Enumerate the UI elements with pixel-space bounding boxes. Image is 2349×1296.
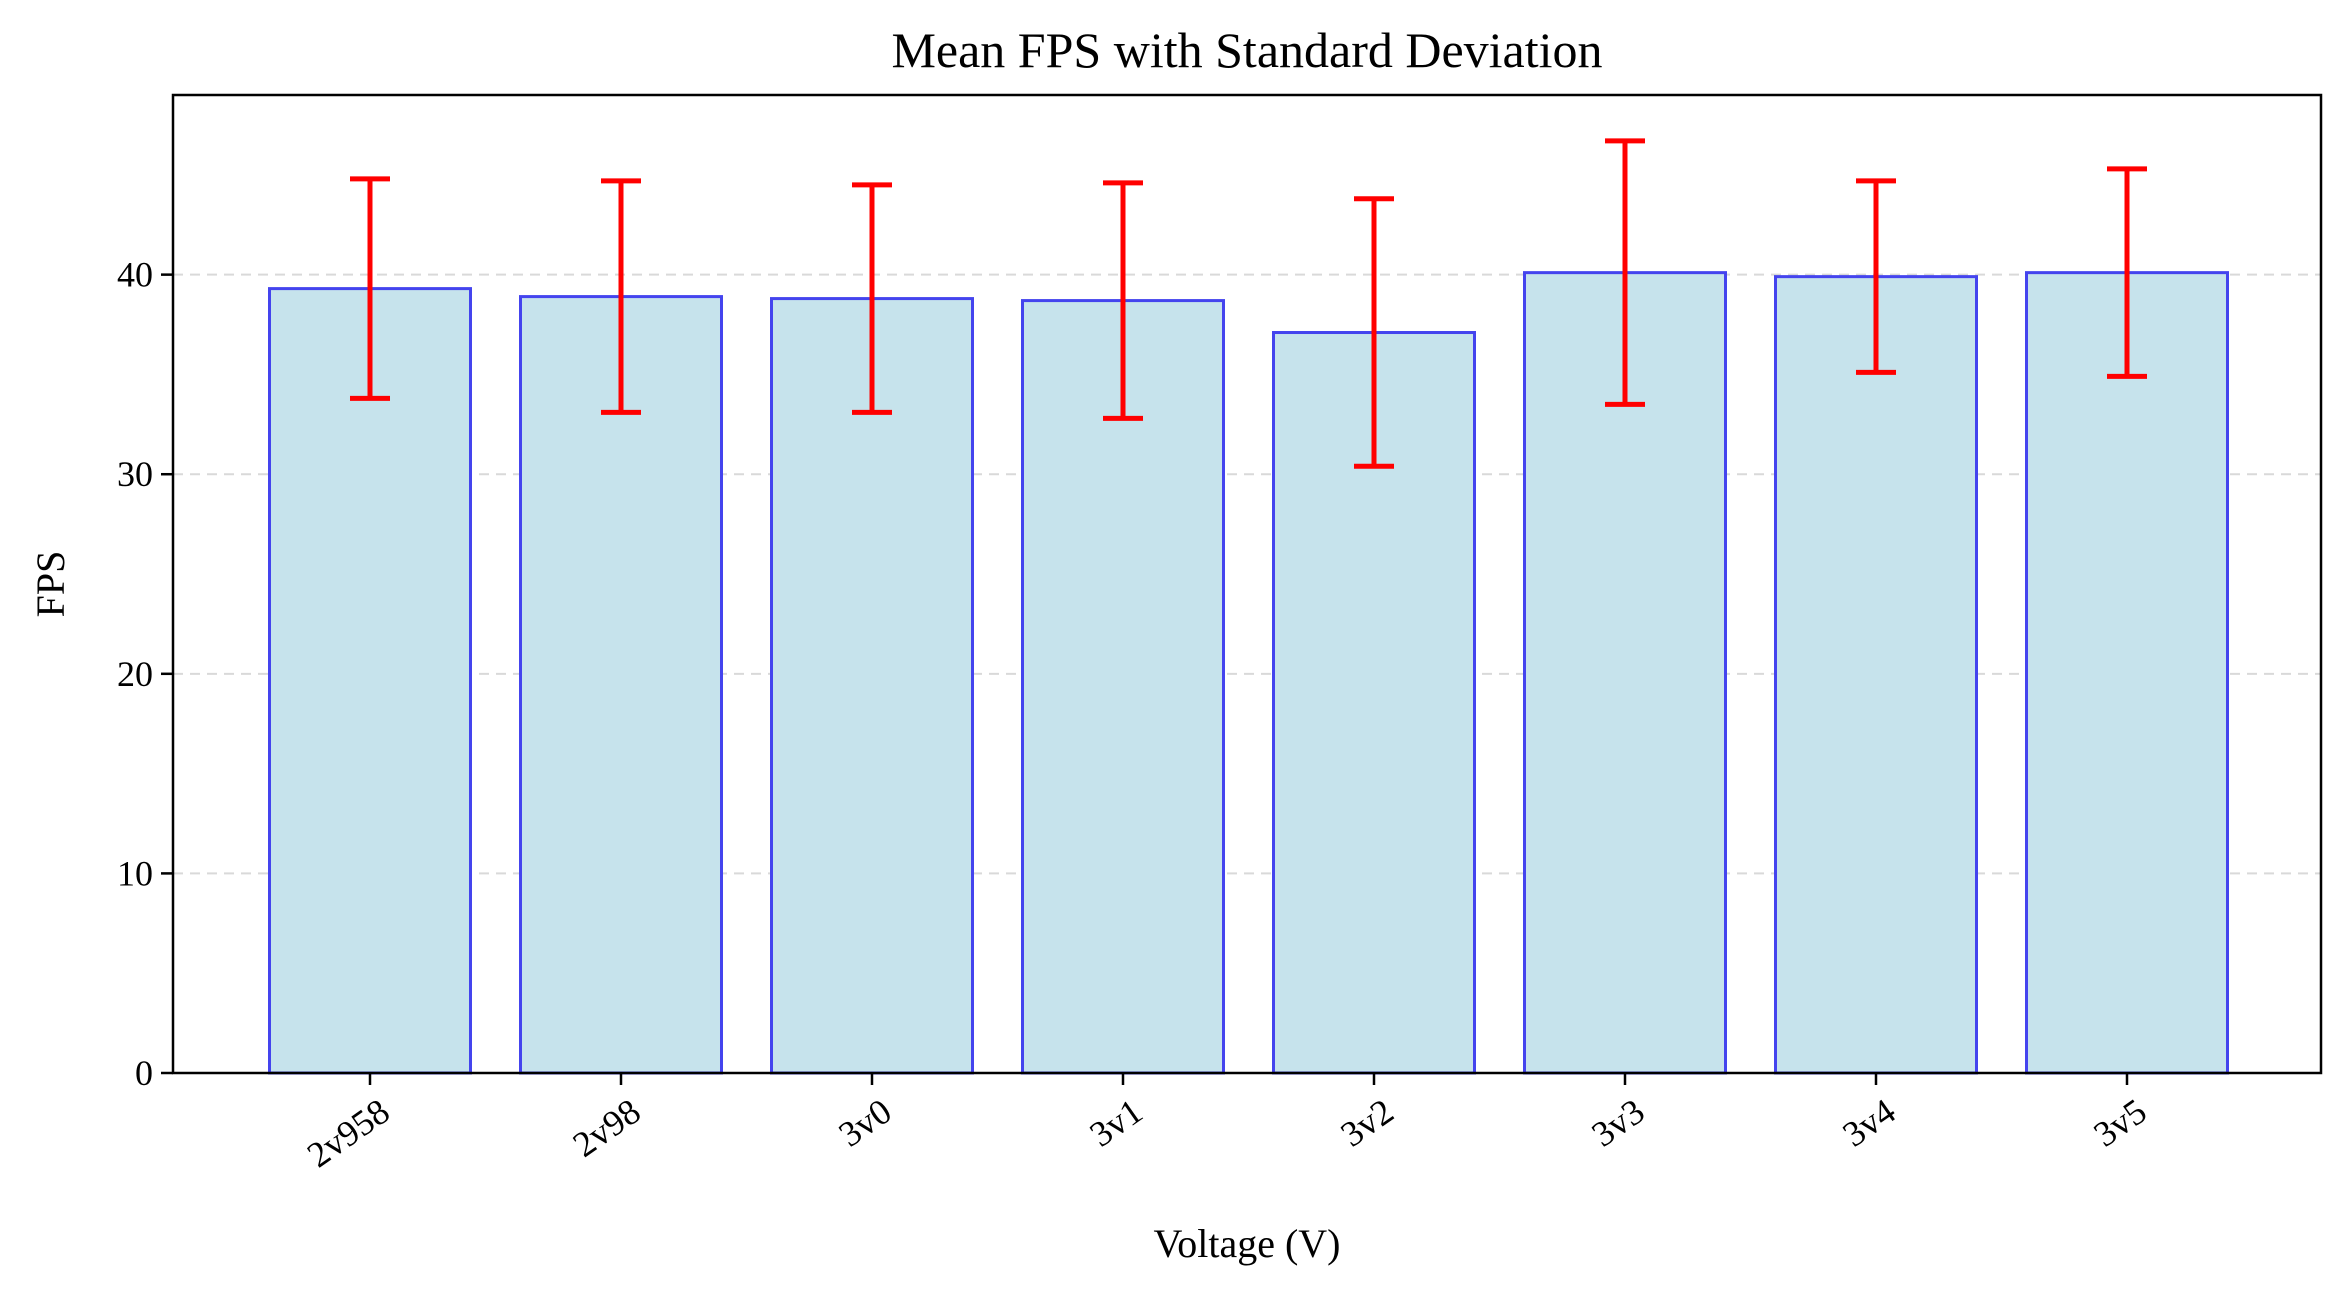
x-tick-label-2v98: 2v98 xyxy=(566,1091,648,1165)
bar-3v5 xyxy=(2025,271,2229,1075)
bar-3v1 xyxy=(1021,299,1225,1075)
y-axis-label: FPS xyxy=(28,551,73,618)
x-tick-label-3v1: 3v1 xyxy=(1082,1091,1149,1155)
error-bar-3v0 xyxy=(852,182,892,415)
plot-frame xyxy=(171,93,2323,1075)
y-tick-label-1: 10 xyxy=(117,853,153,893)
x-tick-label-3v5: 3v5 xyxy=(2086,1091,2153,1155)
x-tick-label-2v958: 2v958 xyxy=(300,1091,397,1175)
error-bar-2v98 xyxy=(601,178,641,415)
error-bars xyxy=(350,138,2147,469)
bar-2v958 xyxy=(268,287,472,1075)
error-bar-3v3 xyxy=(1605,138,1645,407)
x-tick-label-3v0: 3v0 xyxy=(831,1091,898,1155)
x-axis-label: Voltage (V) xyxy=(1154,1221,1341,1266)
bar-3v4 xyxy=(1774,275,1978,1075)
error-bar-3v4 xyxy=(1856,178,1896,375)
grid-lines xyxy=(173,273,2321,875)
y-axis: 0 10 20 30 40 xyxy=(117,255,173,1093)
x-axis: 2v958 2v98 3v0 3v1 3v2 3v3 3v4 3v5 xyxy=(300,1073,2154,1175)
x-tick-label-3v4: 3v4 xyxy=(1835,1091,1902,1155)
y-tick-label-4: 40 xyxy=(117,255,153,295)
error-bar-3v1 xyxy=(1103,180,1143,421)
x-tick-label-3v3: 3v3 xyxy=(1584,1091,1651,1155)
y-tick-label-3: 30 xyxy=(117,454,153,494)
error-bar-3v5 xyxy=(2107,166,2147,379)
bars xyxy=(268,271,2229,1075)
x-tick-label-3v2: 3v2 xyxy=(1333,1091,1400,1155)
y-tick-label-2: 20 xyxy=(117,654,153,694)
error-bar-3v2 xyxy=(1354,196,1394,469)
error-bar-2v958 xyxy=(350,176,390,401)
chart-title: Mean FPS with Standard Deviation xyxy=(891,22,1602,78)
y-tick-label-0: 0 xyxy=(135,1053,153,1093)
bar-3v0 xyxy=(770,297,974,1075)
